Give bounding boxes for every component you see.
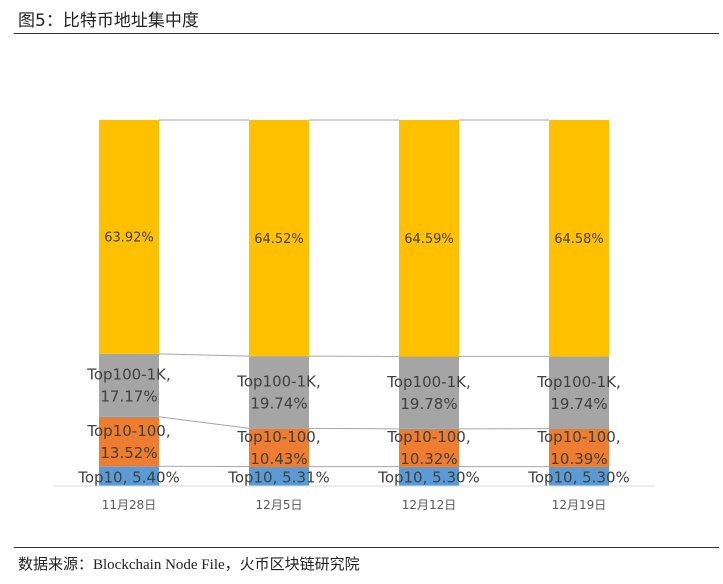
series-connectors (158, 119, 550, 468)
connector-line (158, 353, 250, 357)
data-label: Top10-100, (86, 422, 170, 440)
bar-segment (249, 466, 309, 486)
x-tick-label: 12月5日 (256, 498, 303, 512)
data-label: Top10, 5.40% (77, 469, 180, 487)
chart-title: 图5：比特币地址集中度 (18, 11, 199, 31)
connector-line (158, 416, 250, 429)
bar-segment (249, 120, 309, 357)
data-label: Top100-1K, (386, 373, 471, 391)
source-rule (14, 547, 719, 548)
data-label: 19.74% (550, 395, 607, 413)
data-label: 64.59% (404, 232, 454, 247)
data-label: Top10, 5.30% (377, 469, 480, 487)
data-label: Top10-100, (386, 428, 470, 446)
x-tick-labels: 11月28日 12月5日 12月12日 12月19日 (102, 498, 607, 512)
bar-segment (399, 428, 459, 467)
bar-segment (99, 416, 159, 467)
x-tick-label: 11月28日 (102, 498, 157, 512)
bar-segment (549, 466, 609, 486)
bar-segment (99, 120, 159, 354)
bar-segment (249, 428, 309, 467)
data-label: Top10, 5.30% (527, 469, 630, 487)
bar-segment (399, 466, 459, 486)
data-label: 19.78% (400, 395, 457, 413)
data-label: 10.32% (400, 450, 457, 468)
bar-segment (99, 353, 159, 417)
bars (99, 120, 609, 486)
data-label: 64.58% (554, 232, 604, 247)
title-rule (14, 33, 719, 34)
x-tick-label: 12月19日 (552, 498, 607, 512)
source-note: 数据来源：Blockchain Node File，火币区块链研究院 (18, 557, 360, 573)
bar-segment (399, 120, 459, 357)
data-label: Top100-1K, (236, 373, 321, 391)
data-label: Top100-1K, (86, 366, 171, 384)
data-label: 17.17% (100, 388, 157, 406)
data-label: Top10, 5.31% (227, 469, 330, 487)
data-labels: Top10, 5.40% Top10-100, 13.52% Top100-1K, 17… (77, 231, 630, 487)
data-label: 10.39% (550, 450, 607, 468)
data-label: 13.52% (100, 444, 157, 462)
data-label: Top100-1K, (536, 373, 621, 391)
data-label: 10.43% (250, 450, 307, 468)
x-tick-label: 12月12日 (402, 498, 457, 512)
bar-segment (549, 120, 609, 357)
bar-segment (549, 356, 609, 429)
data-label: 63.92% (104, 231, 154, 246)
data-label: 64.52% (254, 232, 304, 247)
bar-segment (399, 356, 459, 429)
bar-segment (99, 466, 159, 486)
data-label: Top10-100, (236, 428, 320, 446)
data-label: 19.74% (250, 395, 307, 413)
bar-segment (249, 356, 309, 429)
bar-segment (549, 428, 609, 467)
data-label: Top10-100, (536, 428, 620, 446)
